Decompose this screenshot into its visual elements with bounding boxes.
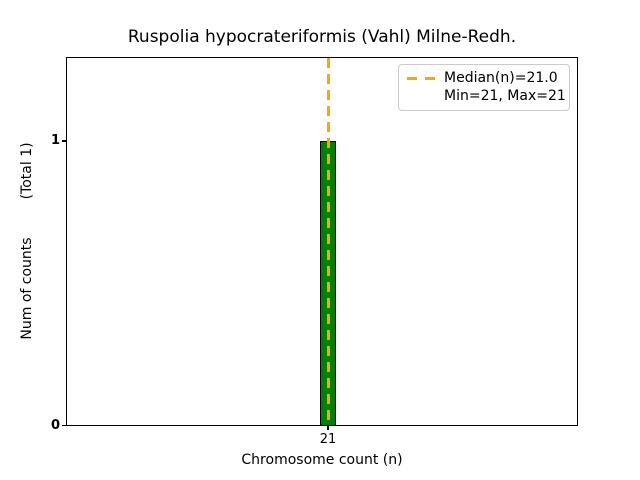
y-axis-label-total: (Total 1) [19, 142, 35, 200]
y-tick-label-0: 0 [50, 418, 60, 433]
dashed-line-icon [407, 76, 435, 80]
y-axis-label-main: Num of counts [19, 237, 35, 340]
legend-row-median: Median(n)=21.0 [407, 69, 561, 87]
x-tick-label-21: 21 [319, 432, 337, 447]
median-dashed-line [327, 58, 330, 425]
x-axis-label: Chromosome count (n) [241, 452, 403, 468]
legend-minmax-label: Min=21, Max=21 [444, 88, 566, 104]
y-axis-label: Num of counts (Total 1) [19, 142, 35, 339]
x-tick-mark-21 [327, 426, 329, 430]
y-tick-label-1: 1 [50, 133, 60, 148]
plot-area [66, 57, 578, 426]
y-tick-mark-1 [62, 140, 66, 142]
y-tick-mark-0 [62, 424, 66, 426]
legend-row-minmax: Min=21, Max=21 [407, 87, 566, 105]
legend-box: Median(n)=21.0 Min=21, Max=21 [398, 64, 570, 111]
chart-title: Ruspolia hypocrateriformis (Vahl) Milne-… [127, 27, 517, 47]
legend-median-label: Median(n)=21.0 [444, 70, 558, 86]
